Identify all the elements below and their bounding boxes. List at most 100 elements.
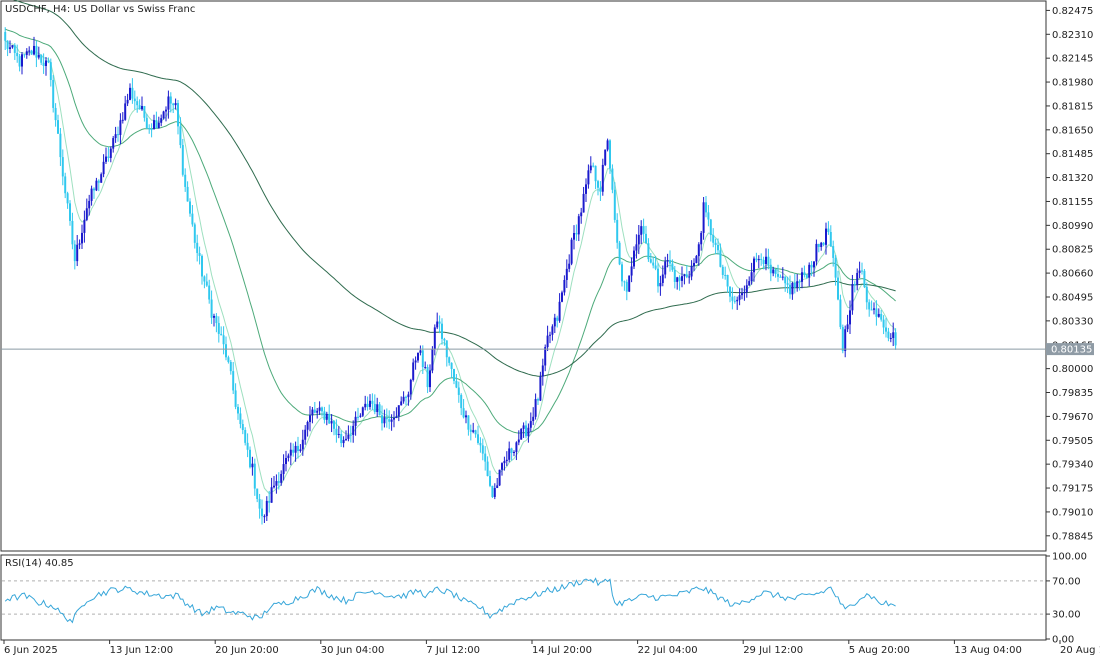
candle <box>282 454 285 481</box>
candle <box>609 139 611 174</box>
candle <box>489 470 491 488</box>
candle <box>503 456 506 471</box>
time-tick-label: 29 Jul 12:00 <box>743 645 803 656</box>
candle <box>767 248 770 270</box>
candle <box>169 92 172 113</box>
candle <box>249 446 251 469</box>
candle <box>265 496 268 521</box>
candle <box>671 259 674 272</box>
candle <box>395 407 398 419</box>
candle <box>309 406 311 432</box>
candle <box>606 138 609 152</box>
candle <box>405 395 407 406</box>
price-tick-label: 0.79340 <box>1052 460 1093 471</box>
candle <box>85 198 88 222</box>
candle <box>275 474 278 494</box>
current-price-tag <box>1046 343 1094 356</box>
candle <box>383 409 386 428</box>
time-tick-label: 22 Jul 04:00 <box>638 645 698 656</box>
candle <box>54 103 57 127</box>
candle <box>604 149 607 167</box>
current-price-label: 0.80135 <box>1051 345 1092 356</box>
price-axis[interactable]: 0.82475 0.82310 0.82145 0.81980 0.81815 0.816… <box>1046 6 1094 542</box>
candle <box>505 451 508 467</box>
candle <box>131 78 134 104</box>
candle <box>141 96 143 111</box>
candle <box>645 225 647 244</box>
candle <box>546 325 549 352</box>
candle <box>705 196 707 218</box>
candle <box>575 224 578 241</box>
candle <box>700 230 703 251</box>
candle <box>568 254 571 273</box>
candle <box>472 422 475 434</box>
candle <box>76 234 79 267</box>
candle <box>803 265 806 278</box>
candle <box>649 252 652 264</box>
candle <box>532 407 535 426</box>
candle <box>4 27 7 51</box>
price-tick-label: 0.80990 <box>1052 221 1093 232</box>
candle <box>397 405 400 422</box>
candle <box>635 234 638 259</box>
candle <box>292 443 295 457</box>
time-tick-label: 13 Aug 04:00 <box>954 645 1021 656</box>
candle <box>577 213 580 242</box>
candle <box>299 444 302 453</box>
candle <box>345 430 347 442</box>
candle <box>174 98 177 110</box>
candle <box>198 246 201 265</box>
rsi-line <box>4 577 896 624</box>
candle <box>407 391 410 406</box>
candle <box>717 238 719 255</box>
candle <box>18 53 21 72</box>
candle <box>189 198 191 217</box>
ma-mid-line <box>5 28 896 434</box>
candle <box>23 54 26 58</box>
candle <box>100 172 103 183</box>
time-axis[interactable]: 6 Jun 2025 13 Jun 12:00 20 Jun 20:00 30 Jun… <box>3 640 1100 656</box>
price-tick-label: 0.81155 <box>1052 197 1093 208</box>
candle <box>337 426 340 439</box>
candle <box>364 395 367 411</box>
candle <box>508 441 511 463</box>
candle <box>71 212 74 250</box>
candle <box>750 262 753 285</box>
candle <box>865 282 868 310</box>
candle <box>378 402 381 416</box>
candle <box>599 181 602 202</box>
candle <box>613 182 616 223</box>
rsi-tick-label: 70.00 <box>1052 576 1081 587</box>
candle <box>553 313 556 334</box>
candle <box>369 394 371 410</box>
candle <box>359 413 362 418</box>
main-chart-frame <box>0 0 1047 552</box>
candle <box>81 224 83 250</box>
candle <box>743 285 746 301</box>
candle <box>160 114 163 127</box>
candle <box>541 358 544 386</box>
candle <box>844 325 847 358</box>
candle <box>544 344 547 372</box>
candle <box>892 322 895 347</box>
candle <box>258 493 261 519</box>
candle <box>37 46 40 60</box>
candle <box>467 415 470 436</box>
candle <box>493 483 496 500</box>
candle <box>352 420 355 443</box>
candle <box>354 411 357 436</box>
candle <box>270 477 273 503</box>
candle <box>143 105 146 122</box>
candle <box>832 240 835 267</box>
price-tick-label: 0.80000 <box>1052 364 1093 375</box>
candle <box>273 476 275 489</box>
rsi-axis[interactable]: 100.00 70.00 30.00 0.00 <box>1046 552 1087 646</box>
candle <box>779 274 782 278</box>
candle <box>30 49 33 55</box>
candle <box>150 123 153 138</box>
candle <box>57 114 59 135</box>
candle <box>702 196 705 240</box>
price-tick-label: 0.80330 <box>1052 316 1093 327</box>
